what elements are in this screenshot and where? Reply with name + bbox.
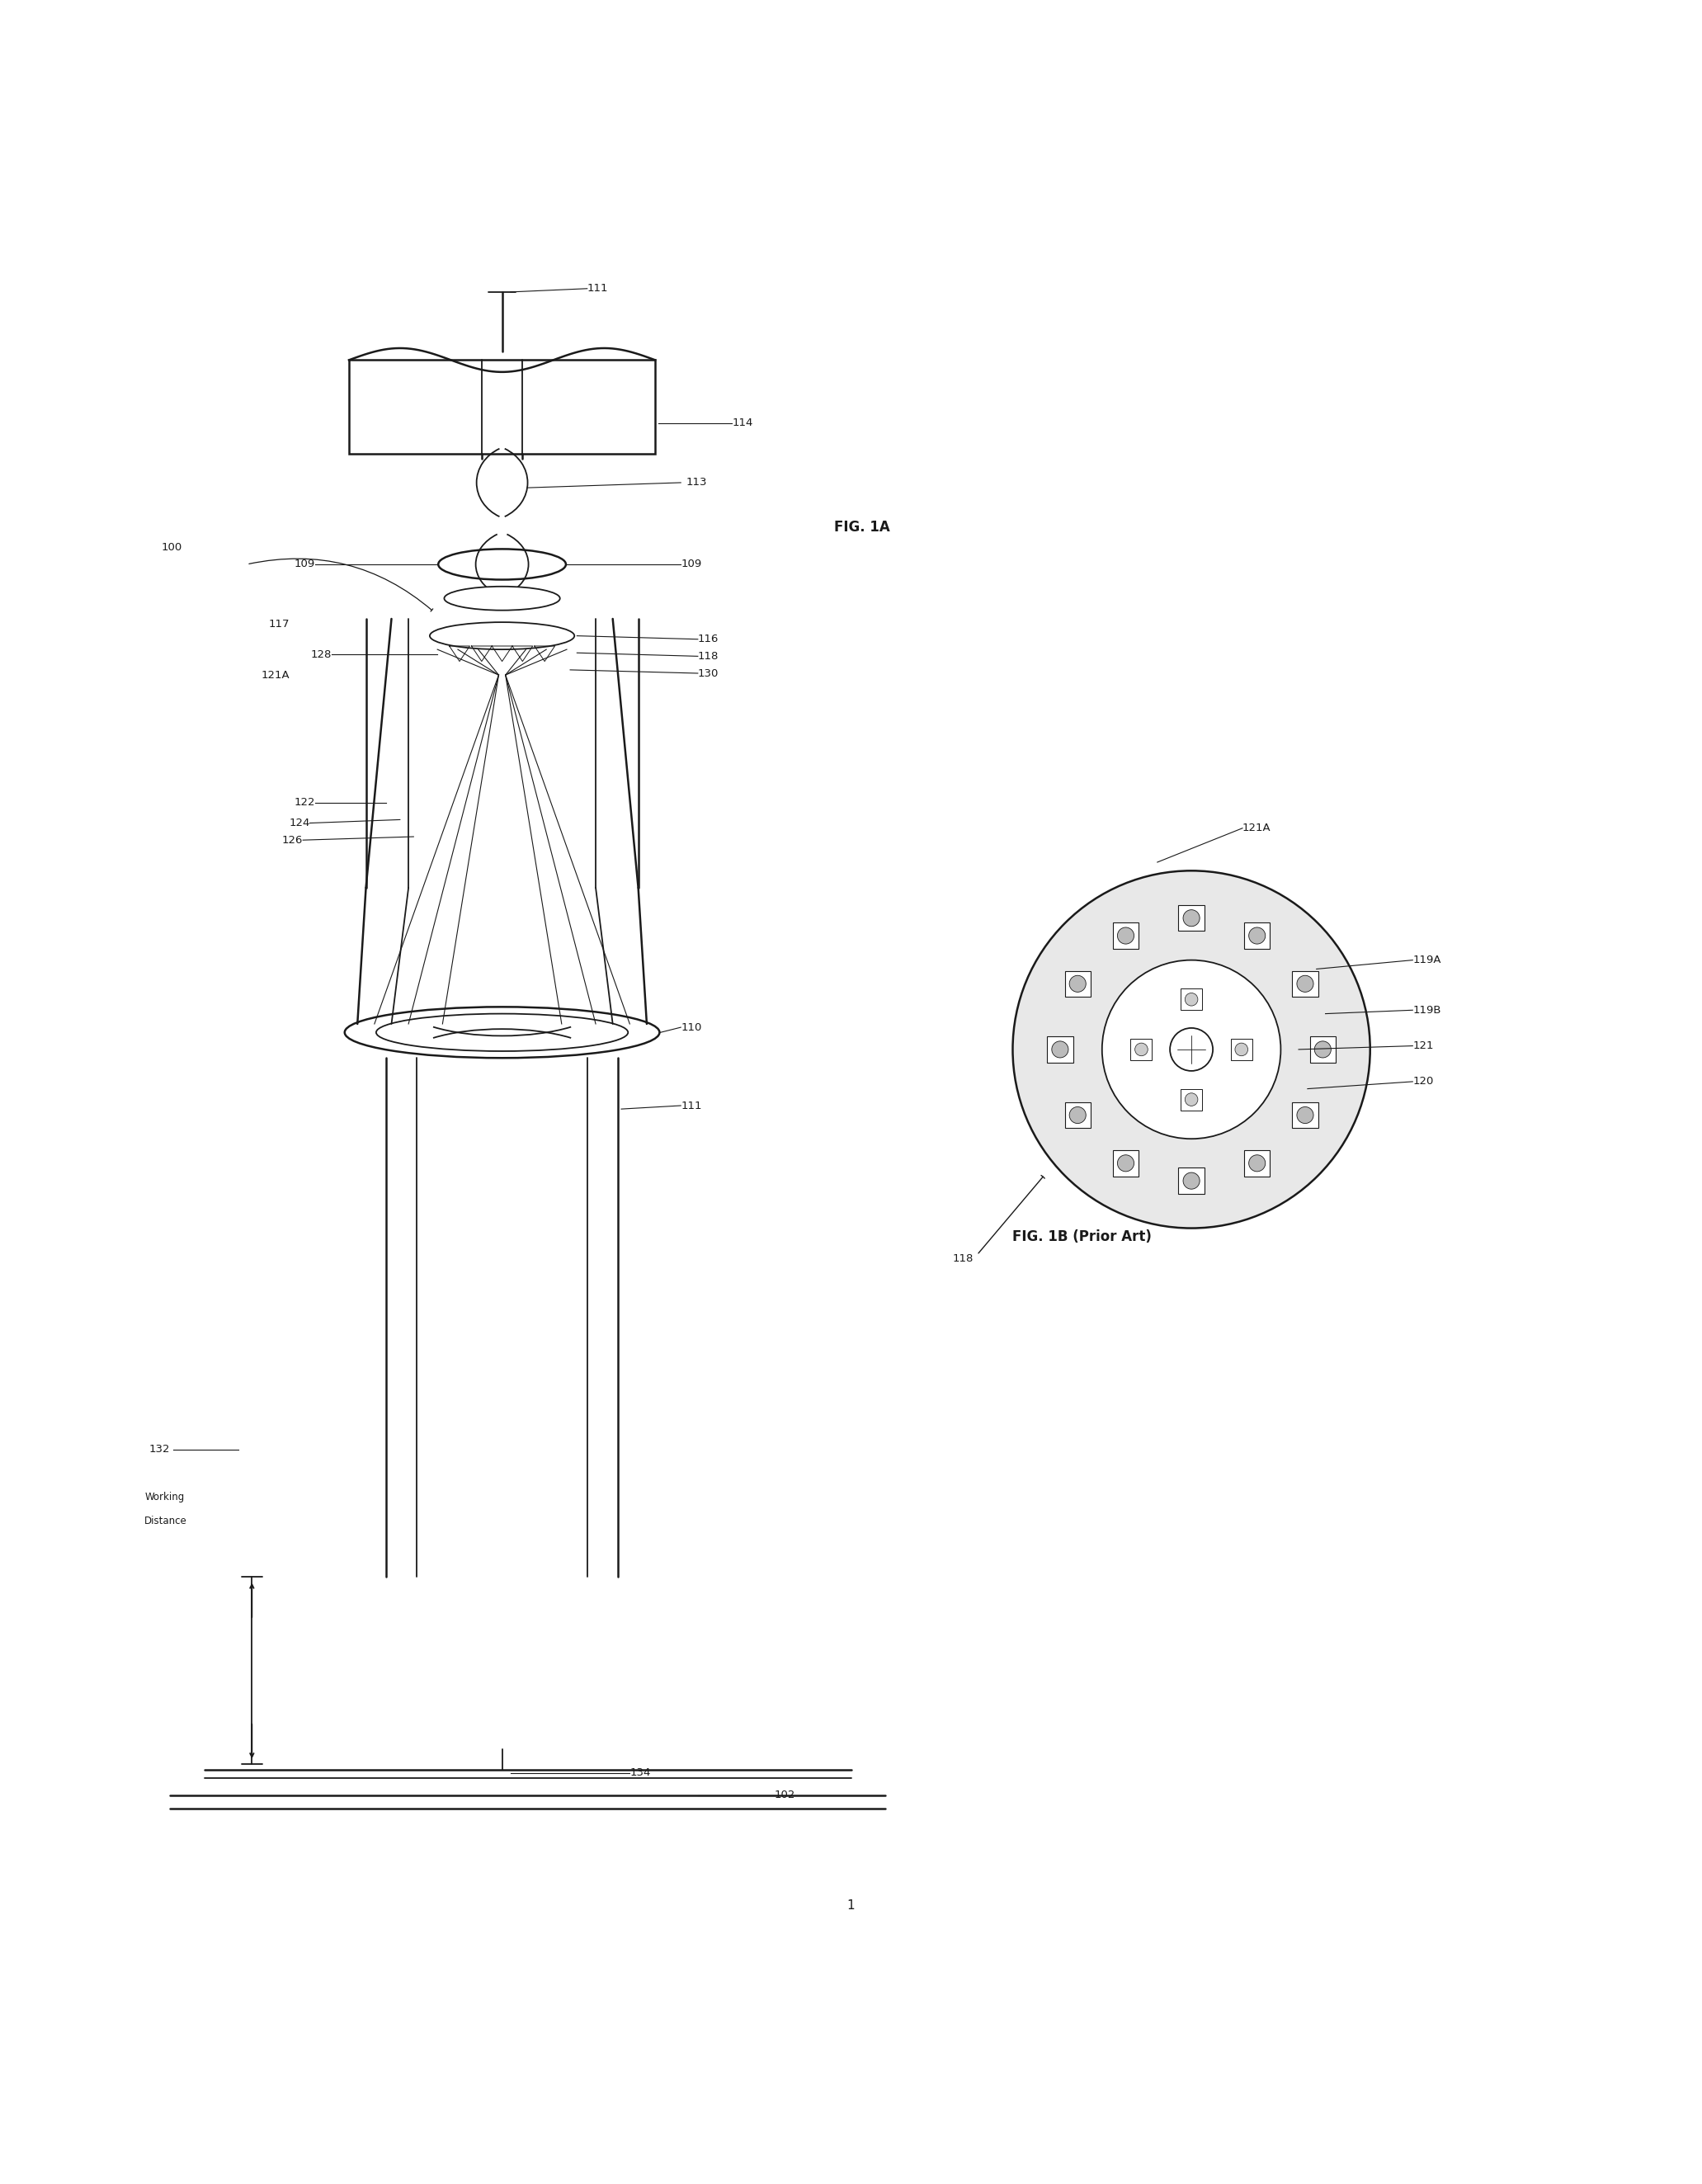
Text: 100: 100: [162, 542, 182, 553]
Bar: [349, 360, 655, 454]
Circle shape: [1236, 1044, 1248, 1055]
Ellipse shape: [429, 622, 574, 649]
Bar: [1113, 1151, 1139, 1177]
Text: 134: 134: [630, 1767, 650, 1778]
Bar: [1244, 1151, 1270, 1177]
Text: 119A: 119A: [1413, 954, 1442, 965]
Text: Distance: Distance: [145, 1516, 187, 1527]
Bar: [1113, 922, 1139, 948]
Circle shape: [1052, 1042, 1069, 1057]
Text: 122: 122: [294, 797, 315, 808]
Bar: [1292, 972, 1317, 996]
Circle shape: [1249, 928, 1265, 943]
Bar: [1178, 1168, 1205, 1195]
Bar: [1244, 922, 1270, 948]
Text: FIG. 1A: FIG. 1A: [834, 520, 890, 535]
Text: 111: 111: [587, 284, 608, 295]
Text: 109: 109: [681, 559, 701, 570]
Circle shape: [1185, 1092, 1198, 1105]
Text: 118: 118: [698, 651, 718, 662]
Text: 1: 1: [848, 1900, 854, 1911]
Text: 110: 110: [681, 1022, 701, 1033]
Circle shape: [1185, 994, 1198, 1007]
Text: 114: 114: [732, 417, 752, 428]
Text: 117: 117: [269, 618, 289, 629]
Circle shape: [1183, 911, 1200, 926]
Circle shape: [1135, 1044, 1147, 1055]
Text: 119B: 119B: [1413, 1005, 1442, 1016]
Ellipse shape: [344, 1007, 659, 1057]
Circle shape: [1069, 1107, 1086, 1123]
Circle shape: [1118, 1155, 1134, 1171]
Bar: [1181, 1090, 1202, 1109]
Ellipse shape: [376, 1013, 628, 1051]
Bar: [1292, 1103, 1317, 1129]
Circle shape: [1249, 1155, 1265, 1171]
Text: 124: 124: [289, 817, 310, 828]
Bar: [1231, 1040, 1253, 1059]
Bar: [1065, 1103, 1091, 1129]
Bar: [1047, 1037, 1072, 1061]
Text: 126: 126: [283, 834, 303, 845]
Circle shape: [1183, 1173, 1200, 1188]
Circle shape: [1297, 1107, 1314, 1123]
Bar: [1065, 972, 1091, 996]
Circle shape: [1118, 928, 1134, 943]
Text: 111: 111: [681, 1101, 701, 1112]
Text: FIG. 1B (Prior Art): FIG. 1B (Prior Art): [1013, 1230, 1152, 1245]
Text: 132: 132: [150, 1444, 170, 1455]
Bar: [1130, 1040, 1152, 1059]
Text: 109: 109: [294, 559, 315, 570]
Circle shape: [1103, 961, 1280, 1138]
Bar: [1181, 989, 1202, 1011]
Circle shape: [1169, 1029, 1214, 1070]
Circle shape: [1314, 1042, 1331, 1057]
Circle shape: [1297, 976, 1314, 992]
Text: 120: 120: [1413, 1077, 1433, 1088]
Text: 116: 116: [698, 633, 718, 644]
Text: 118: 118: [953, 1254, 974, 1265]
Text: 128: 128: [311, 649, 332, 660]
Text: 121A: 121A: [260, 670, 289, 681]
Bar: [1311, 1037, 1336, 1061]
Text: Working: Working: [145, 1492, 184, 1503]
Circle shape: [1013, 871, 1370, 1227]
Ellipse shape: [444, 587, 560, 609]
Text: 121: 121: [1413, 1040, 1433, 1051]
Text: 102: 102: [774, 1789, 795, 1800]
Text: 113: 113: [686, 478, 706, 487]
Circle shape: [1069, 976, 1086, 992]
Text: 121A: 121A: [1242, 823, 1271, 834]
Ellipse shape: [439, 548, 565, 579]
Bar: [1178, 904, 1205, 930]
Text: 130: 130: [698, 668, 718, 679]
